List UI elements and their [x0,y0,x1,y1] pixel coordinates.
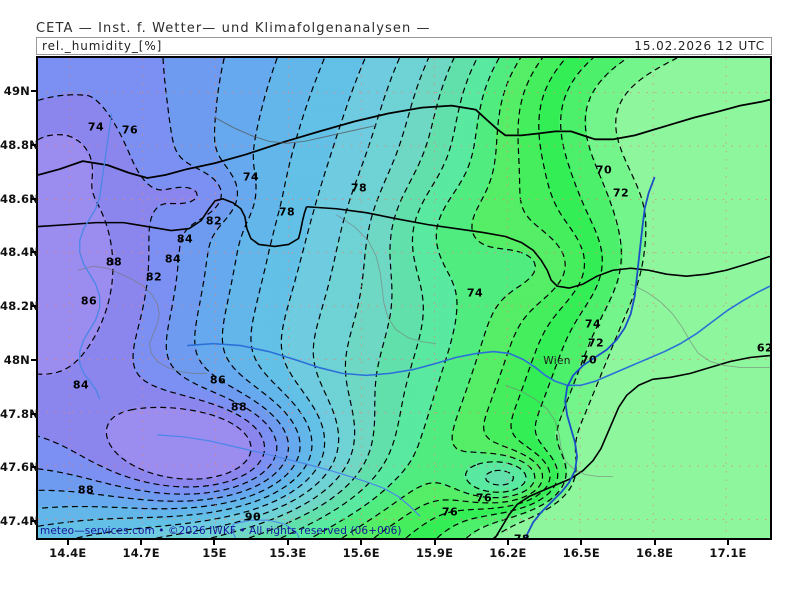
contour-label: 78 [514,533,530,539]
x-tick-mark [286,540,289,545]
contour-label: 76 [442,506,458,519]
institute-title: CETA — Inst. f. Wetter— und Klimafolgena… [36,21,431,36]
y-tick-mark [31,143,36,146]
y-tick-label: 48.2N [0,299,39,313]
y-tick-mark [31,412,36,415]
contour-label: 74 [88,121,104,134]
contour-label: 88 [231,401,247,414]
y-tick-label: 48N [0,353,30,367]
y-tick-label: 49N [0,84,30,98]
contour-label: 70 [596,164,612,177]
x-tick-label: 15E [202,546,226,560]
variable-label: rel._humidity_[%] [42,39,162,53]
header-bar: rel._humidity_[%] 15.02.2026 12 UTC [36,37,772,55]
x-tick-mark [213,540,216,545]
map-frame[interactable]: 74 76 74 78 78 70 72 82 84 84 88 82 86 74 74 72 70 62 84 86… [36,56,772,540]
y-tick-mark [31,89,36,92]
contour-label: 86 [210,374,226,387]
datetime-label: 15.02.2026 12 UTC [634,39,765,53]
y-tick-mark [31,520,36,523]
contour-label: 76 [476,492,492,505]
contour-label: 84 [73,379,89,392]
x-tick-label: 15.3E [269,546,306,560]
y-tick-label: 47.4N [0,514,39,528]
y-tick-mark [31,197,36,200]
city-label-wien: Wien [543,355,570,367]
x-tick-mark [653,540,656,545]
x-tick-mark [66,540,69,545]
x-tick-mark [360,540,363,545]
x-tick-mark [506,540,509,545]
y-tick-mark [31,251,36,254]
y-tick-mark [31,466,36,469]
y-tick-label: 47.8N [0,407,39,421]
contour-label: 70 [581,354,597,367]
x-tick-label: 16.2E [489,546,526,560]
contour-label: 86 [81,295,97,308]
x-tick-label: 15.6E [343,546,380,560]
x-tick-mark [580,540,583,545]
y-tick-label: 48.8N [0,138,39,152]
y-tick-mark [31,358,36,361]
humidity-field [38,58,770,538]
contour-label: 84 [165,253,181,266]
x-tick-mark [726,540,729,545]
x-tick-label: 17.1E [709,546,746,560]
contour-label: 74 [585,318,601,331]
contour-label: 74 [243,171,259,184]
contour-label: 82 [206,215,222,228]
contour-label: 84 [177,233,193,246]
x-tick-mark [140,540,143,545]
credit-text: meteo—services.com • ©2026 IWKF • All ri… [40,525,402,537]
contour-label: 88 [78,484,94,497]
x-tick-label: 16.5E [563,546,600,560]
contour-label: 72 [613,187,629,200]
contour-label: 78 [351,182,367,195]
y-tick-label: 48.4N [0,245,39,259]
contour-label: 78 [279,206,295,219]
y-tick-mark [31,305,36,308]
contour-label: 90 [245,511,261,524]
contour-label: 88 [106,256,122,269]
x-tick-label: 16.8E [636,546,673,560]
x-tick-mark [433,540,436,545]
contour-label: 62 [757,342,770,355]
x-tick-label: 14.7E [123,546,160,560]
contour-label: 82 [146,271,162,284]
contour-label: 74 [467,287,483,300]
contour-label: 76 [122,124,138,137]
contour-label: 72 [588,337,604,350]
y-tick-label: 47.6N [0,460,39,474]
x-tick-label: 15.9E [416,546,453,560]
x-tick-label: 14.4E [49,546,86,560]
y-tick-label: 48.6N [0,192,39,206]
